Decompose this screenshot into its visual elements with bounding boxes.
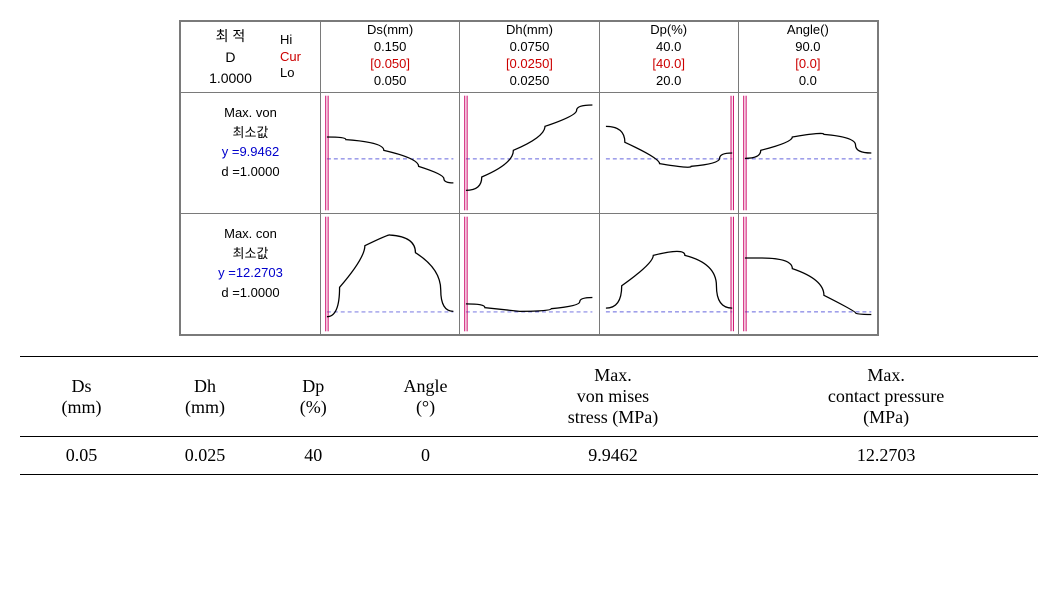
resp-name-1: Max. con xyxy=(187,224,314,244)
plot-1-1 xyxy=(460,214,599,336)
row-label-1: Max. con 최소값 y =12.2703 d =1.0000 xyxy=(180,214,320,336)
result-header-4: Max.von misesstress (MPa) xyxy=(492,357,734,437)
var-cur: [0.0] xyxy=(739,56,877,73)
curlabel: Cur xyxy=(280,49,301,66)
var-lo: 20.0 xyxy=(600,73,738,90)
var-lo: 0.0250 xyxy=(460,73,598,90)
var-header-1: Dh(mm)0.0750[0.0250]0.0250 xyxy=(460,21,599,93)
plot-0-1 xyxy=(460,93,599,214)
opt-label-1: 최 적 xyxy=(216,26,246,47)
var-hi: 0.150 xyxy=(321,39,459,56)
result-value-5: 12.2703 xyxy=(734,437,1038,475)
opt-header-cell: 최 적 D 1.0000 Hi Cur Lo xyxy=(180,21,320,93)
resp-name-0: Max. von xyxy=(187,103,314,123)
result-header-0: Ds(mm) xyxy=(20,357,143,437)
var-lo: 0.0 xyxy=(739,73,877,90)
hilabel: Hi xyxy=(280,32,292,49)
result-header-2: Dp(%) xyxy=(267,357,359,437)
result-value-3: 0 xyxy=(359,437,491,475)
resp-d-1: d =1.0000 xyxy=(187,283,314,303)
plot-0-0 xyxy=(320,93,459,214)
var-header-3: Angle()90.0[0.0]0.0 xyxy=(738,21,878,93)
plot-1-3 xyxy=(738,214,878,336)
var-cur: [0.0250] xyxy=(460,56,598,73)
plot-1-2 xyxy=(599,214,738,336)
row-label-0: Max. von 최소값 y =9.9462 d =1.0000 xyxy=(180,93,320,214)
resp-y-0: y =9.9462 xyxy=(187,142,314,162)
opt-label-2: D xyxy=(225,47,235,68)
var-lo: 0.050 xyxy=(321,73,459,90)
var-hi: 0.0750 xyxy=(460,39,598,56)
result-value-1: 0.025 xyxy=(143,437,267,475)
var-name: Dp(%) xyxy=(600,22,738,39)
resp-sub-1: 최소값 xyxy=(187,244,314,264)
resp-sub-0: 최소값 xyxy=(187,123,314,143)
var-cur: [0.050] xyxy=(321,56,459,73)
result-header-3: Angle(°) xyxy=(359,357,491,437)
plot-0-3 xyxy=(738,93,878,214)
plot-1-0 xyxy=(320,214,459,336)
resp-y-1: y =12.2703 xyxy=(187,263,314,283)
result-value-0: 0.05 xyxy=(20,437,143,475)
resp-d-0: d =1.0000 xyxy=(187,162,314,182)
var-header-2: Dp(%)40.0[40.0]20.0 xyxy=(599,21,738,93)
var-name: Angle() xyxy=(739,22,877,39)
var-cur: [40.0] xyxy=(600,56,738,73)
results-table: Ds(mm)Dh(mm)Dp(%)Angle(°)Max.von misesst… xyxy=(20,356,1038,475)
lolabel: Lo xyxy=(280,65,294,82)
var-name: Ds(mm) xyxy=(321,22,459,39)
var-hi: 90.0 xyxy=(739,39,877,56)
optimization-panel: 최 적 D 1.0000 Hi Cur Lo Ds(mm)0.150[0.050… xyxy=(179,20,879,336)
var-name: Dh(mm) xyxy=(460,22,598,39)
result-value-4: 9.9462 xyxy=(492,437,734,475)
result-header-5: Max.contact pressure(MPa) xyxy=(734,357,1038,437)
plot-0-2 xyxy=(599,93,738,214)
var-header-0: Ds(mm)0.150[0.050]0.050 xyxy=(320,21,459,93)
opt-label-3: 1.0000 xyxy=(209,68,252,89)
result-header-1: Dh(mm) xyxy=(143,357,267,437)
result-value-2: 40 xyxy=(267,437,359,475)
var-hi: 40.0 xyxy=(600,39,738,56)
